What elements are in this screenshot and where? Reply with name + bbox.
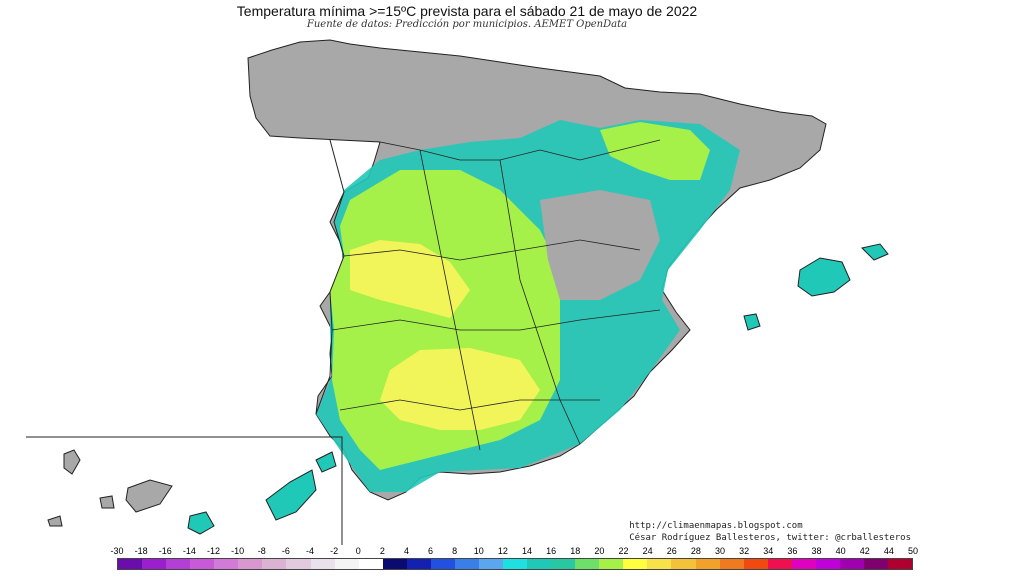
- legend-cell: [238, 559, 263, 569]
- grey-north: [250, 44, 640, 140]
- map-subtitle: Fuente de datos: Predicción por municipi…: [306, 19, 628, 30]
- legend-cell: [478, 559, 503, 569]
- legend-tick-label: 22: [618, 546, 629, 556]
- legend-cell: [647, 559, 672, 569]
- ibiza: [743, 313, 761, 331]
- legend-tick-label: 40: [835, 546, 846, 556]
- legend-tick-label: 0: [355, 546, 361, 556]
- legend-tick-label: -14: [182, 546, 196, 556]
- legend-cell: [623, 559, 648, 569]
- legend-bar: [117, 558, 913, 570]
- legend-cell: [888, 559, 913, 569]
- legend-tick-label: -10: [231, 546, 245, 556]
- legend-tick-label: 30: [715, 546, 726, 556]
- legend-cell: [310, 559, 335, 569]
- legend-ticks: -30 -18 -16 -14 -12 -10 -8 -6 -4 -2 0 2 4 6 8 10 12 14 16 1…: [110, 546, 918, 558]
- legend-cell: [719, 559, 744, 569]
- legend-cell: [118, 559, 143, 569]
- legend-cell: [430, 559, 455, 569]
- legend-cell: [671, 559, 696, 569]
- portugal-border: [315, 139, 345, 415]
- legend-cell: [599, 559, 624, 569]
- legend-tick-label: 36: [787, 546, 798, 556]
- legend-cell: [286, 559, 311, 569]
- menorca: [861, 243, 889, 261]
- legend-cell: [527, 559, 552, 569]
- map-title: Temperatura mínima >=15ºC prevista para …: [236, 3, 698, 19]
- legend-tick-label: -4: [305, 546, 314, 556]
- legend-cell: [166, 559, 191, 569]
- legend-tick-label: 4: [403, 546, 409, 556]
- legend-tick-label: 16: [546, 546, 557, 556]
- legend-tick-label: 8: [452, 546, 458, 556]
- legend-tick-label: 20: [594, 546, 605, 556]
- legend-cell: [382, 559, 407, 569]
- canarias-inset-frame: [26, 436, 343, 545]
- legend-tick-label: 12: [497, 546, 508, 556]
- legend-tick-label: 24: [642, 546, 653, 556]
- legend-tick-label: 44: [883, 546, 894, 556]
- legend-cell: [262, 559, 287, 569]
- province-borders: [331, 139, 661, 451]
- legend-tick-label: -12: [206, 546, 220, 556]
- legend-tick-label: 42: [859, 546, 870, 556]
- legend-cell: [406, 559, 431, 569]
- band-yellow-south: [380, 348, 540, 430]
- legend-tick-label: -30: [110, 546, 124, 556]
- band-yellow-20-22: [350, 240, 470, 318]
- legend-cell: [767, 559, 792, 569]
- legend-tick-label: 28: [690, 546, 701, 556]
- legend-cell: [503, 559, 528, 569]
- legend-cell: [575, 559, 600, 569]
- author-credit: César Rodríguez Ballesteros, twitter: @c…: [629, 533, 911, 543]
- legend-cell: [454, 559, 479, 569]
- legend-cell: [142, 559, 167, 569]
- legend-tick-label: -2: [330, 546, 339, 556]
- blog-url: http://climaenmapas.blogspot.com: [629, 521, 803, 531]
- legend-tick-label: 2: [379, 546, 385, 556]
- legend-cell: [190, 559, 215, 569]
- legend-cell: [839, 559, 864, 569]
- legend-cell: [815, 559, 840, 569]
- legend-cell: [791, 559, 816, 569]
- legend-tick-label: -16: [158, 546, 172, 556]
- legend-tick-label: 26: [666, 546, 677, 556]
- legend-cell: [551, 559, 576, 569]
- legend-tick-label: 14: [522, 546, 533, 556]
- legend-tick-label: 50: [907, 546, 919, 556]
- legend-cell: [334, 559, 359, 569]
- legend-tick-label: 6: [428, 546, 434, 556]
- color-legend: -30 -18 -16 -14 -12 -10 -8 -6 -4 -2 0 2 4 6 8 10 12 14 16 1…: [110, 546, 918, 572]
- legend-cell: [863, 559, 888, 569]
- legend-tick-label: 38: [811, 546, 822, 556]
- legend-tick-label: -18: [134, 546, 148, 556]
- legend-cell: [214, 559, 239, 569]
- legend-cell: [695, 559, 720, 569]
- legend-tick-label: -8: [257, 546, 266, 556]
- mallorca: [797, 257, 851, 297]
- canary-islands: [47, 449, 337, 535]
- grey-central: [540, 190, 660, 300]
- band-green-northeast: [600, 122, 710, 180]
- legend-tick-label: -6: [281, 546, 290, 556]
- legend-tick-label: 18: [570, 546, 581, 556]
- legend-cell: [358, 559, 383, 569]
- legend-tick-label: 34: [763, 546, 774, 556]
- credits: http://climaenmapas.blogspot.com César R…: [629, 520, 911, 544]
- legend-cell: [743, 559, 768, 569]
- legend-tick-label: 10: [473, 546, 484, 556]
- legend-tick-label: 32: [739, 546, 750, 556]
